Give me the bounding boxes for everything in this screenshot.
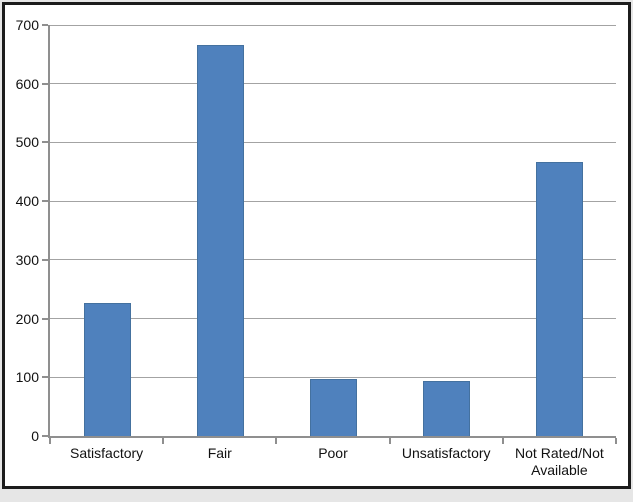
x-axis-label-poor: Poor bbox=[318, 445, 348, 461]
x-axis-label-fair: Fair bbox=[207, 445, 232, 461]
y-tick-500 bbox=[42, 141, 48, 144]
y-axis-label-0: 0 bbox=[31, 428, 39, 444]
gridline-500 bbox=[50, 141, 616, 143]
bar-satisfactory bbox=[83, 302, 131, 436]
bar-unsatisfactory bbox=[423, 380, 471, 436]
y-axis-line bbox=[48, 25, 50, 438]
x-tick-1 bbox=[162, 438, 165, 444]
plot-area: 0 100 200 300 400 500 600 700 Satisfactory Fair Po… bbox=[16, 17, 617, 478]
x-tick-2 bbox=[275, 438, 278, 444]
y-axis-label-300: 300 bbox=[15, 251, 39, 268]
bar-fair bbox=[196, 44, 244, 436]
y-tick-200 bbox=[42, 317, 48, 320]
bar-not-rated-not-available bbox=[536, 161, 584, 436]
gridline-300 bbox=[50, 259, 616, 261]
x-tick-4 bbox=[501, 438, 504, 444]
x-axis-label-not-rated-not-available: Not Rated/Not Available bbox=[515, 445, 604, 478]
x-axis-label-unsatisfactory: Unsatisfactory bbox=[401, 445, 491, 461]
y-tick-300 bbox=[42, 258, 48, 261]
x-tick-0 bbox=[49, 438, 51, 444]
y-tick-0 bbox=[42, 435, 48, 437]
y-axis-label-500: 500 bbox=[15, 134, 39, 151]
gridline-100 bbox=[50, 376, 616, 378]
y-tick-100 bbox=[42, 376, 48, 379]
y-axis-label-100: 100 bbox=[15, 369, 39, 386]
x-axis-line bbox=[48, 436, 616, 438]
y-axis-label-600: 600 bbox=[15, 75, 39, 92]
y-axis-label-200: 200 bbox=[15, 310, 39, 327]
gridline-700 bbox=[50, 24, 616, 26]
bar-poor bbox=[310, 379, 357, 436]
y-tick-700 bbox=[42, 24, 48, 26]
y-tick-600 bbox=[42, 82, 48, 85]
y-axis-label-700: 700 bbox=[15, 17, 39, 33]
gridline-400 bbox=[50, 200, 616, 202]
x-axis-label-satisfactory: Satisfactory bbox=[70, 445, 144, 461]
y-tick-400 bbox=[42, 200, 48, 203]
gridline-600 bbox=[50, 83, 616, 85]
x-tick-5 bbox=[615, 438, 617, 444]
x-tick-3 bbox=[388, 438, 391, 444]
chart-frame: 0 100 200 300 400 500 600 700 Satisfactory Fair Po… bbox=[2, 2, 631, 489]
gridline-200 bbox=[50, 318, 616, 320]
y-axis-label-400: 400 bbox=[15, 193, 39, 210]
